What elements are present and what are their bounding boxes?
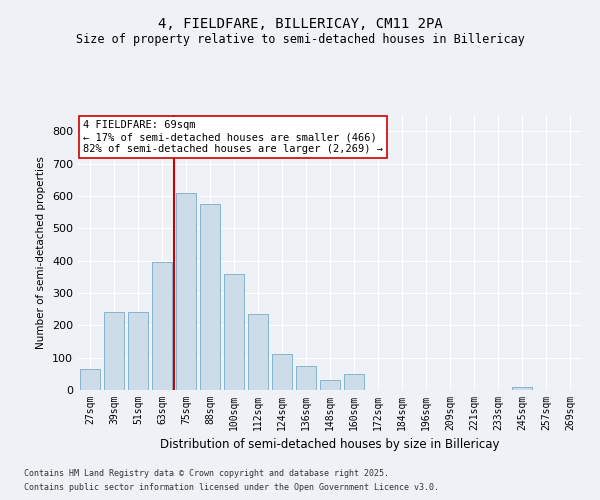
Bar	[176, 192, 196, 390]
Text: 4 FIELDFARE: 69sqm
← 17% of semi-detached houses are smaller (466)
82% of semi-d: 4 FIELDFARE: 69sqm ← 17% of semi-detache…	[83, 120, 383, 154]
Bar	[152, 262, 172, 390]
Text: Contains public sector information licensed under the Open Government Licence v3: Contains public sector information licen…	[24, 484, 439, 492]
Bar	[272, 354, 292, 390]
Text: Size of property relative to semi-detached houses in Billericay: Size of property relative to semi-detach…	[76, 32, 524, 46]
Bar	[320, 380, 340, 390]
Bar	[200, 204, 220, 390]
Text: 4, FIELDFARE, BILLERICAY, CM11 2PA: 4, FIELDFARE, BILLERICAY, CM11 2PA	[158, 18, 442, 32]
Text: Contains HM Land Registry data © Crown copyright and database right 2025.: Contains HM Land Registry data © Crown c…	[24, 468, 389, 477]
X-axis label: Distribution of semi-detached houses by size in Billericay: Distribution of semi-detached houses by …	[160, 438, 500, 452]
Bar	[80, 369, 100, 390]
Bar	[104, 312, 124, 390]
Y-axis label: Number of semi-detached properties: Number of semi-detached properties	[37, 156, 46, 349]
Bar	[248, 314, 268, 390]
Bar	[344, 374, 364, 390]
Bar	[512, 387, 532, 390]
Bar	[224, 274, 244, 390]
Bar	[128, 312, 148, 390]
Bar	[296, 366, 316, 390]
